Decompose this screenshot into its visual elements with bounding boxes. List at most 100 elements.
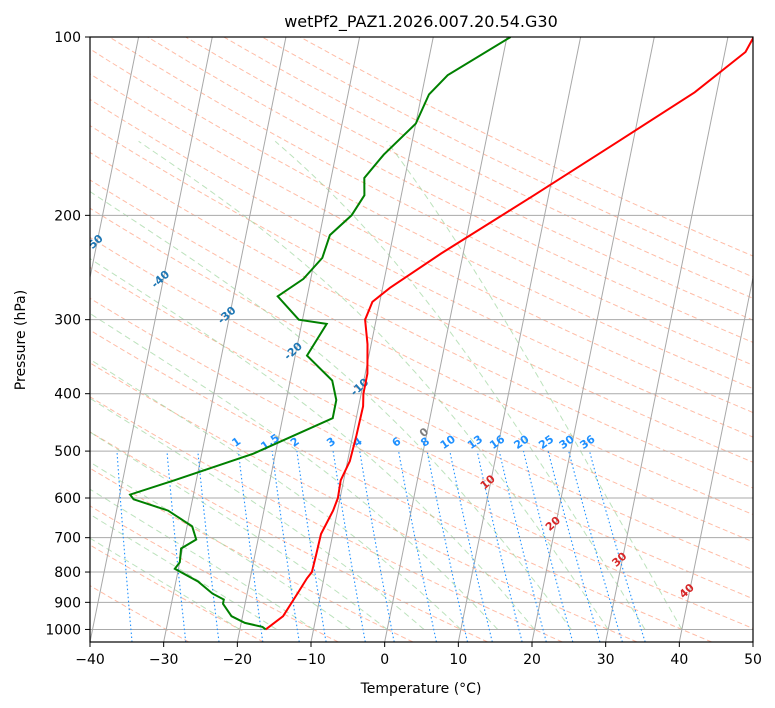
moist-adiabat	[90, 461, 351, 630]
mixing-ratio-line	[398, 451, 437, 642]
isotherm-line	[752, 639, 753, 642]
mixing-ratio-line	[498, 450, 547, 642]
background-lines	[0, 37, 753, 642]
dry-adiabat	[90, 151, 753, 489]
y-tick-label: 200	[54, 208, 81, 224]
mixing-ratio-line	[522, 450, 574, 642]
isotherm-line	[531, 37, 655, 642]
x-tick-label: −10	[296, 652, 326, 668]
isotherm-line	[90, 37, 140, 281]
x-tick-label: 10	[449, 652, 467, 668]
mixing-ratio-label: 3	[324, 435, 338, 450]
mixing-ratio-line	[449, 450, 493, 642]
series-lines	[128, 37, 753, 631]
dry-adiabat	[90, 544, 264, 642]
isotherm-line	[90, 37, 213, 642]
isotherm-line	[605, 37, 729, 642]
mixing-ratio-line	[116, 451, 133, 642]
x-tick-label: 50	[744, 652, 762, 668]
moist-adiabat	[138, 140, 609, 630]
mixing-ratio-line	[359, 451, 395, 642]
series-line	[128, 37, 512, 631]
mixing-ratio-line	[166, 451, 187, 642]
x-axis: −40 −30 −20 −10 0 10 20 30 40 50	[75, 642, 762, 668]
y-tick-label: 300	[54, 313, 81, 329]
moist-adiabat	[90, 397, 425, 630]
mixing-ratio-label: 1	[230, 435, 244, 450]
y-tick-label: 1000	[45, 622, 81, 638]
y-tick-label: 600	[54, 491, 81, 507]
mixing-ratio-line	[568, 450, 623, 642]
isotherm-label: 20	[543, 514, 563, 534]
dry-adiabat	[90, 297, 753, 629]
moist-adiabat	[90, 431, 388, 630]
isotherm-line	[384, 37, 508, 642]
isotherm-line	[236, 37, 361, 642]
moist-adiabat	[90, 513, 277, 630]
dry-adiabat	[90, 266, 753, 600]
y-tick-label: 900	[54, 595, 81, 611]
dry-adiabat	[90, 179, 753, 516]
mixing-ratio-line	[332, 451, 366, 642]
mixing-ratio-line	[197, 451, 220, 642]
isotherm-label: -40	[149, 268, 173, 291]
mixing-ratio-label: 36	[577, 432, 597, 452]
dry-adiabat	[90, 236, 753, 571]
y-axis-label: Pressure (hPa)	[13, 290, 29, 390]
x-tick-label: 40	[670, 652, 688, 668]
x-axis-label: Temperature (°C)	[360, 681, 482, 697]
mixing-ratio-label: 16	[487, 432, 507, 452]
mixing-ratio-line	[237, 451, 264, 642]
dry-adiabat	[109, 37, 753, 366]
y-tick-label: 400	[54, 387, 81, 403]
x-tick-label: −40	[75, 652, 105, 668]
mixing-ratio-label: 10	[438, 432, 458, 452]
isotherm-line	[678, 274, 753, 642]
moist-adiabat	[90, 312, 499, 630]
moist-adiabat	[90, 488, 314, 630]
moist-adiabat	[90, 537, 241, 630]
series-line	[265, 37, 753, 631]
moist-adiabat	[90, 257, 535, 630]
x-tick-label: 0	[380, 652, 389, 668]
y-axis: 100 200 300 400 500 600 700 800 900 1000	[45, 30, 90, 638]
dry-adiabat	[223, 37, 753, 299]
mixing-ratio-line	[588, 450, 646, 642]
mixing-ratio-line	[296, 451, 327, 642]
isotherm-line	[310, 37, 434, 642]
mixing-ratio-label: 8	[418, 435, 432, 450]
moist-adiabat	[90, 190, 572, 630]
dry-adiabat	[90, 329, 712, 642]
y-tick-label: 500	[54, 444, 81, 460]
isotherm-label: -10	[348, 375, 372, 398]
dry-adiabat	[90, 98, 753, 438]
isotherm-label: -60	[16, 196, 40, 219]
isotherm-label: 30	[609, 549, 629, 569]
isotherm-line	[163, 37, 287, 642]
x-tick-label: −30	[149, 652, 179, 668]
moist-adiabat	[386, 141, 683, 630]
mixing-ratio-label: 6	[390, 435, 404, 450]
isotherm-line	[0, 37, 65, 642]
isotherm-line	[457, 37, 582, 642]
y-tick-label: 700	[54, 531, 81, 547]
x-tick-label: 30	[597, 652, 615, 668]
y-tick-label: 100	[54, 30, 81, 46]
dry-adiabat	[90, 125, 753, 463]
mixing-ratio-line	[271, 451, 300, 642]
dry-adiabat	[90, 362, 638, 642]
dry-adiabat	[147, 37, 753, 343]
moist-adiabat	[274, 140, 646, 630]
plot-frame	[89, 36, 754, 643]
isotherm-label: -20	[281, 340, 305, 363]
mixing-ratio-line	[426, 450, 469, 642]
dry-adiabat	[90, 431, 488, 642]
mixing-ratio-label: 20	[512, 432, 532, 452]
mixing-ratio-line	[547, 450, 601, 642]
mixing-ratio-label: 13	[465, 433, 485, 452]
x-tick-label: −20	[223, 652, 253, 668]
dry-adiabat	[185, 37, 753, 321]
isotherm-label: -50	[82, 232, 106, 255]
